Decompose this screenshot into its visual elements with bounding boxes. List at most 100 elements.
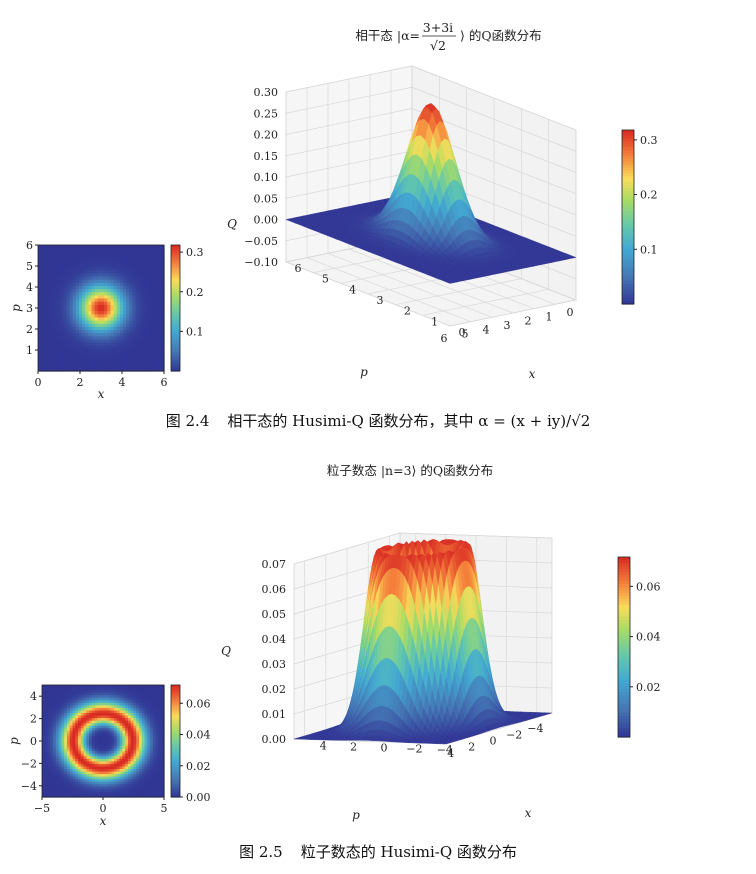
colorbar-cell (622, 243, 634, 247)
heatmap-cell (144, 748, 148, 752)
heatmap-cell (78, 763, 82, 768)
heatmap-cell (119, 705, 124, 709)
heatmap-cell (155, 695, 160, 699)
heatmap-cell (151, 348, 156, 353)
heatmap-cell (139, 695, 143, 699)
heatmap-cell (103, 695, 107, 699)
heatmap-cell (139, 781, 143, 785)
heatmap-cell (141, 348, 146, 353)
heatmap-cell (104, 295, 108, 300)
heatmap-cell (78, 769, 82, 773)
heatmap-cell (135, 254, 140, 259)
heatmap-cell (147, 735, 151, 740)
heatmap-cell (42, 794, 46, 798)
heatmap-cell (127, 751, 132, 755)
figure-2-4: 0 2 4 6 1 2 3 4 5 6 x p 0.1 0.2 0.3 相干态 |α= 3+3i √2 ⟩ 的Q函数… (9, 20, 658, 430)
heatmap-cell (66, 766, 71, 770)
heatmap-cell (160, 304, 165, 309)
heatmap-cell (50, 720, 54, 724)
heatmap-cell (97, 702, 101, 706)
heatmap-cell (42, 710, 46, 714)
heatmap-cell (155, 718, 160, 722)
heatmap-cell (64, 710, 68, 714)
heatmap-cell (41, 304, 45, 309)
heatmap-cell (75, 248, 80, 252)
heatmap-cell (53, 707, 57, 712)
heatmap-cell (151, 251, 156, 256)
heatmap-cell (58, 738, 63, 742)
x-tick-label: 2 (77, 376, 84, 389)
heatmap-cell (113, 320, 118, 325)
heatmap-cell (123, 298, 127, 303)
heatmap-cell (155, 786, 160, 790)
heatmap-cell (38, 311, 42, 315)
heatmap-cell (105, 730, 110, 734)
heatmap-cell (141, 730, 146, 734)
heatmap-cell (119, 728, 124, 732)
heatmap-cell (160, 333, 165, 337)
heatmap-cell (100, 789, 104, 793)
heatmap-cell (91, 279, 96, 284)
colorbar-cell (171, 354, 180, 357)
heatmap-cell (53, 702, 57, 706)
x-tick-label: 5 (322, 273, 329, 286)
heatmap-cell (97, 352, 102, 356)
heatmap-cell (50, 323, 55, 328)
heatmap-cell (119, 741, 124, 745)
heatmap-cell (105, 707, 110, 712)
heatmap-cell (154, 276, 159, 281)
heatmap-cell (97, 763, 101, 768)
heatmap-cell (60, 263, 64, 268)
heatmap-cell (69, 304, 74, 309)
heatmap-cell (100, 710, 104, 714)
heatmap-cell (100, 735, 104, 740)
heatmap-cell (44, 738, 49, 742)
heatmap-cell (83, 763, 87, 768)
heatmap-cell (104, 298, 108, 303)
heatmap-cell (133, 789, 137, 793)
heatmap-cell (122, 728, 126, 732)
heatmap-cell (53, 257, 58, 262)
colorbar-cell (622, 277, 634, 282)
heatmap-cell (97, 355, 102, 359)
heatmap-cell (114, 753, 118, 757)
heatmap-cell (64, 720, 68, 724)
heatmap-cell (103, 710, 107, 714)
heatmap-cell (139, 758, 143, 762)
colorbar-cell (171, 284, 180, 288)
heatmap-cell (82, 267, 86, 271)
colorbar-cell (171, 259, 180, 263)
heatmap-cell (103, 743, 107, 747)
heatmap-cell (55, 746, 60, 750)
heatmap-cell (82, 364, 86, 369)
heatmap-cell (47, 789, 51, 793)
heatmap-cell (122, 779, 126, 783)
heatmap-cell (44, 791, 49, 796)
heatmap-cell (104, 276, 108, 281)
heatmap-cell (141, 314, 146, 319)
heatmap-cell (38, 323, 42, 328)
heatmap-cell (108, 718, 112, 722)
heatmap-cell (91, 728, 96, 732)
heatmap-cell (50, 292, 55, 296)
heatmap-cell (116, 728, 121, 732)
heatmap-cell (38, 263, 42, 268)
heatmap-cell (66, 791, 71, 796)
heatmap-cell (83, 718, 87, 722)
heatmap-cell (91, 311, 96, 315)
heatmap-cell (125, 763, 129, 768)
heatmap-cell (116, 298, 121, 303)
heatmap-cell (69, 326, 74, 331)
heatmap-cell (41, 251, 45, 256)
heatmap-cell (72, 333, 77, 337)
heatmap-cell (126, 330, 130, 334)
heatmap-cell (91, 289, 96, 293)
heatmap-cell (132, 270, 137, 274)
heatmap-cell (150, 791, 154, 796)
heatmap-cell (61, 741, 65, 745)
heatmap-cell (116, 279, 121, 284)
heatmap-cell (113, 317, 118, 322)
colorbar-cell (171, 253, 180, 257)
heatmap-cell (53, 779, 57, 783)
heatmap-cell (94, 292, 99, 296)
